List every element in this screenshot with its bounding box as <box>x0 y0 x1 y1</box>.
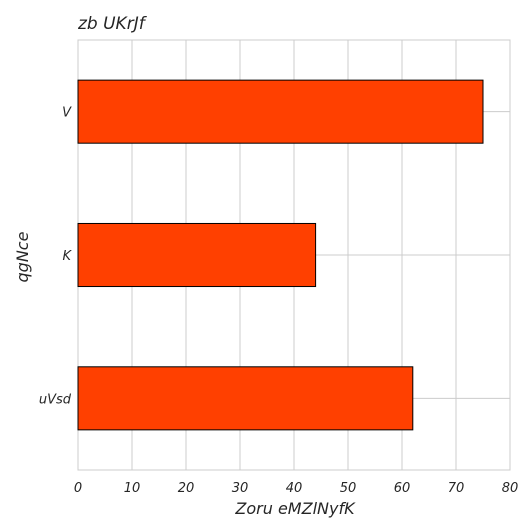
x-tick-label: 10 <box>124 481 141 496</box>
bar <box>77 366 414 431</box>
x-tick-label: 70 <box>448 481 465 496</box>
bar <box>77 79 484 144</box>
x-tick-label: 60 <box>394 481 411 496</box>
x-tick-label: 80 <box>502 481 519 496</box>
x-tick-label: 20 <box>178 481 195 496</box>
x-tick-label: 50 <box>340 481 357 496</box>
bars-layer <box>77 79 484 431</box>
chart-title: zb UKrJf <box>77 14 148 34</box>
y-tick-label: K <box>62 249 72 264</box>
y-tick-label: V <box>62 106 72 121</box>
y-tick-label: uVsd <box>39 392 72 407</box>
x-tick-label: 0 <box>74 481 82 496</box>
x-axis-label: Zoru eMZlNyfK <box>234 499 356 518</box>
bar <box>77 222 317 288</box>
x-tick-label: 30 <box>232 481 249 496</box>
y-axis-label: qgNce <box>13 231 32 282</box>
x-tick-label: 40 <box>286 481 303 496</box>
